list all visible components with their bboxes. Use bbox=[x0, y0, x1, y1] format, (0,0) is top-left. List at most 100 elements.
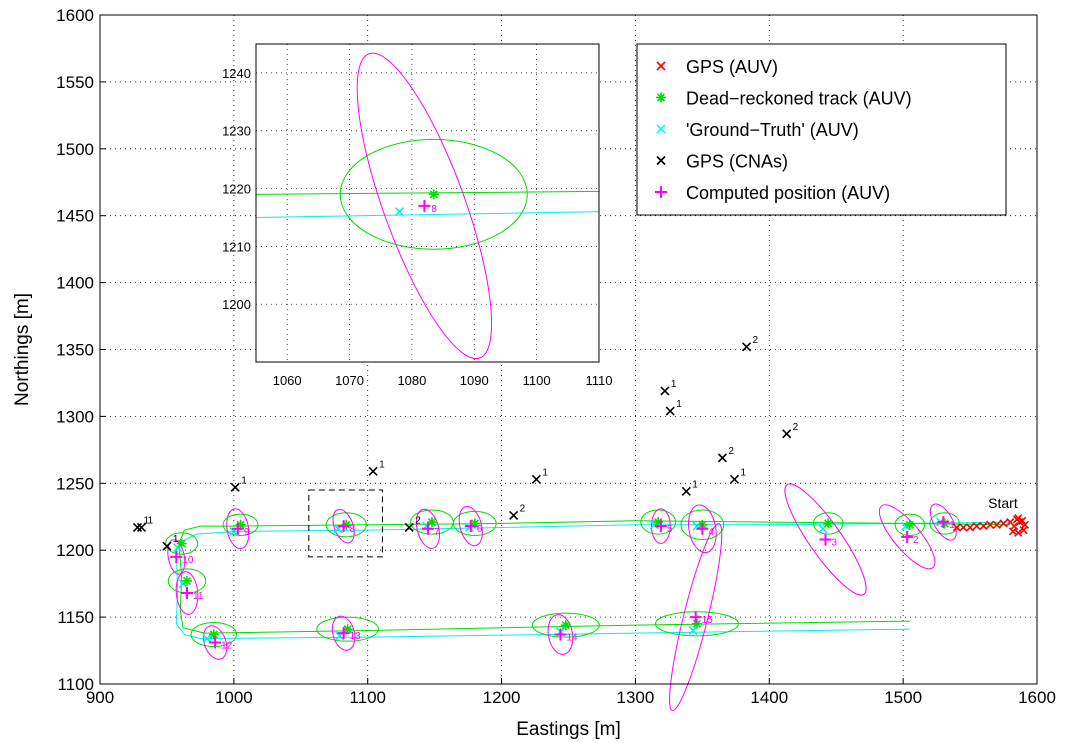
dead-reckoned-uncertainty-ellipse bbox=[531, 612, 600, 638]
computed-position-point bbox=[901, 530, 914, 543]
computed-position-uncertainty-ellipse bbox=[415, 508, 441, 549]
inset-y-tick-label: 1210 bbox=[222, 239, 251, 254]
dead-reckoned-point bbox=[823, 518, 834, 529]
legend-item: 'Ground−Truth' (AUV) bbox=[656, 120, 859, 140]
main-plot-frame bbox=[99, 14, 1038, 685]
cna-gps-point bbox=[660, 386, 670, 396]
gps-auv-point bbox=[1012, 515, 1021, 524]
inset-dead-reckoned-point bbox=[428, 189, 439, 200]
dead-reckoned-point bbox=[341, 519, 352, 530]
computed-position-point bbox=[937, 516, 950, 529]
computed-position-point bbox=[337, 520, 350, 533]
computed-position-point bbox=[209, 636, 222, 649]
computed-position-point bbox=[819, 533, 832, 546]
x-tick-label: 1100 bbox=[349, 688, 386, 707]
cna-gps-label: 1 bbox=[692, 479, 698, 490]
inset-series: 8 bbox=[256, 52, 599, 360]
y-tick-label: 1200 bbox=[56, 541, 94, 560]
gps-auv-point bbox=[952, 523, 961, 532]
computed-position-point bbox=[464, 520, 477, 533]
y-tick-label: 1600 bbox=[56, 6, 94, 25]
legend-marker bbox=[656, 124, 666, 134]
computed-position-point bbox=[231, 522, 244, 535]
y-tick-label: 1300 bbox=[56, 407, 94, 426]
cna-gps-label: 1 bbox=[241, 475, 247, 486]
legend-marker bbox=[655, 186, 667, 198]
gps-auv-point bbox=[966, 523, 975, 532]
dead-reckoned-track bbox=[178, 520, 1011, 634]
gps-auv-point bbox=[999, 519, 1008, 528]
computed-position-point bbox=[170, 550, 183, 563]
dead-reckoned-uncertainty-ellipse bbox=[894, 513, 926, 536]
gps-auv-point bbox=[959, 523, 968, 532]
dead-reckoned-uncertainty-ellipse bbox=[640, 509, 677, 535]
inset-x-tick-label: 1070 bbox=[335, 373, 364, 388]
computed-position-point bbox=[696, 522, 709, 535]
legend-marker bbox=[656, 61, 666, 71]
x-tick-label: 1600 bbox=[1018, 688, 1056, 707]
computed-position-point bbox=[421, 522, 434, 535]
y-tick-label: 1500 bbox=[56, 140, 94, 159]
y-tick-label: 1550 bbox=[56, 73, 94, 92]
inset-y-tick-label: 1200 bbox=[222, 297, 251, 312]
x-tick-label: 900 bbox=[86, 688, 114, 707]
cna-gps-point bbox=[717, 453, 728, 463]
cna-gps-point bbox=[665, 406, 675, 416]
inset-y-tick-label: 1230 bbox=[222, 124, 251, 139]
dead-reckoned-point bbox=[235, 519, 246, 530]
x-tick-label: 1200 bbox=[483, 688, 521, 707]
legend-item: GPS (CNAs) bbox=[656, 152, 788, 172]
legend-marker bbox=[656, 155, 666, 166]
cna-gps-label: 2 bbox=[753, 335, 759, 346]
cna-gps-point bbox=[729, 474, 740, 484]
computed-position-label: 4 bbox=[708, 527, 714, 538]
main-tick-labels: 900 1000 1100 1200 1300 1400 1500 1600 1100 1150 1… bbox=[56, 6, 1056, 707]
computed-position-uncertainty-ellipse bbox=[878, 504, 936, 570]
inset-dead-reckoned-track bbox=[256, 190, 599, 195]
inset-computed-ellipse bbox=[356, 52, 493, 360]
dead-reckoned-uncertainty-ellipse bbox=[316, 616, 379, 642]
dead-reckoned-point bbox=[560, 620, 571, 631]
computed-position-uncertainty-ellipse bbox=[669, 523, 723, 712]
computed-position-uncertainty-ellipse bbox=[547, 614, 574, 655]
x-tick-label: 1300 bbox=[617, 688, 655, 707]
dead-reckoned-point bbox=[904, 519, 915, 530]
inset-y-tick-label: 1240 bbox=[222, 66, 251, 81]
cna-gps-label: 1 bbox=[671, 379, 677, 390]
y-tick-label: 1400 bbox=[56, 274, 94, 293]
legend-box bbox=[636, 43, 1007, 216]
x-tick-label: 1500 bbox=[884, 688, 922, 707]
legend-label: Dead−reckoned track (AUV) bbox=[686, 89, 912, 109]
computed-position-label: 2 bbox=[913, 535, 919, 546]
computed-position-uncertainty-ellipse bbox=[202, 625, 228, 660]
computed-position-label: 1 bbox=[949, 520, 955, 531]
computed-position-label: 10 bbox=[182, 555, 194, 566]
x-axis-label: Eastings [m] bbox=[516, 719, 621, 740]
inset-y-tick-label: 1220 bbox=[222, 182, 251, 197]
cna-gps-point bbox=[136, 522, 147, 533]
inset-ground-truth-track bbox=[256, 211, 599, 218]
computed-position-uncertainty-ellipse bbox=[458, 506, 483, 547]
inset-clip-group: 8 bbox=[256, 52, 599, 360]
cna-gps-point bbox=[531, 474, 541, 484]
dead-reckoned-point bbox=[939, 518, 950, 529]
cna-gps-label: 1 bbox=[143, 515, 149, 526]
cna-gps-point bbox=[162, 541, 172, 551]
legend-label: GPS (AUV) bbox=[686, 57, 778, 77]
y-axis-label: Northings [m] bbox=[12, 293, 33, 406]
cna-gps-point bbox=[741, 342, 752, 352]
computed-position-label: 12 bbox=[221, 641, 233, 652]
computed-position-point bbox=[654, 520, 667, 533]
cna-gps-point bbox=[230, 482, 240, 492]
computed-position-label: 11 bbox=[193, 591, 204, 602]
x-tick-label: 1400 bbox=[750, 688, 788, 707]
computed-position-point bbox=[337, 627, 350, 640]
computed-position-uncertainty-ellipse bbox=[175, 571, 199, 615]
legend: GPS (AUV) Dead−reckoned track (AUV) 'Groun… bbox=[636, 43, 1007, 216]
cna-gps-label: 2 bbox=[415, 515, 421, 526]
gps-auv-point bbox=[979, 522, 988, 531]
computed-position-uncertainty-ellipse bbox=[331, 615, 356, 651]
computed-position-uncertainty-ellipse bbox=[226, 508, 250, 550]
dead-reckoned-point bbox=[653, 517, 664, 528]
